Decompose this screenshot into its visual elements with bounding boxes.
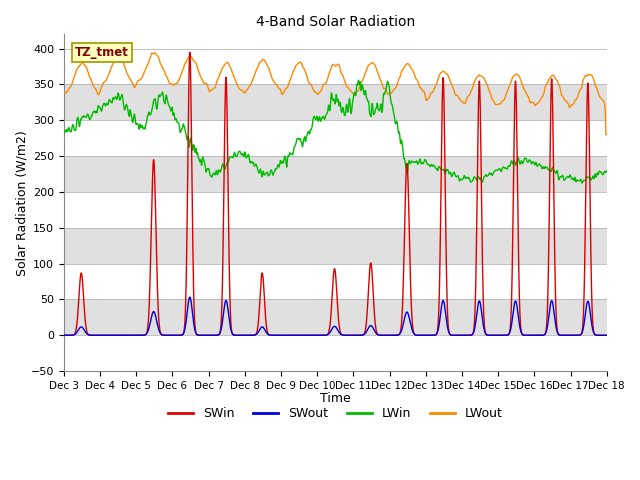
- Bar: [64, 84, 607, 120]
- Bar: [64, 336, 607, 371]
- Bar: [64, 48, 607, 84]
- Bar: [64, 156, 607, 192]
- X-axis label: Time: Time: [320, 392, 351, 405]
- Bar: [64, 120, 607, 156]
- Bar: [64, 192, 607, 228]
- Text: TZ_tmet: TZ_tmet: [75, 46, 129, 59]
- Title: 4-Band Solar Radiation: 4-Band Solar Radiation: [255, 15, 415, 29]
- Bar: [64, 228, 607, 264]
- Bar: [64, 264, 607, 300]
- Y-axis label: Solar Radiation (W/m2): Solar Radiation (W/m2): [15, 130, 28, 276]
- Legend: SWin, SWout, LWin, LWout: SWin, SWout, LWin, LWout: [163, 403, 508, 425]
- Bar: [64, 300, 607, 336]
